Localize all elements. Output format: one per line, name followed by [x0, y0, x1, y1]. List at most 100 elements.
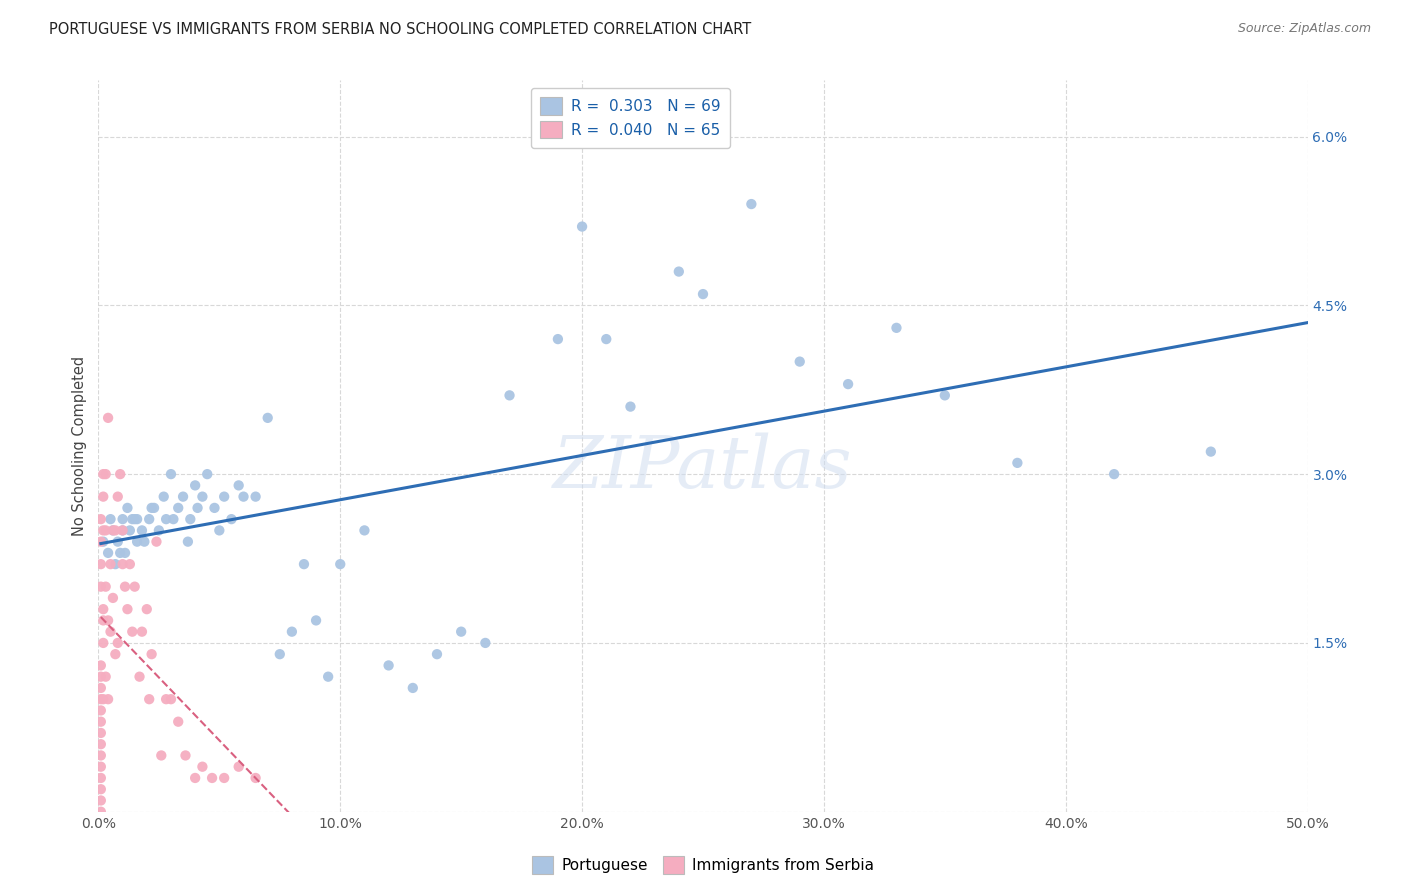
Point: [118, 524, 141, 538]
Point: [90, 681, 112, 695]
Point: [100, 512, 122, 526]
Point: [111, 557, 134, 571]
Point: [101, 524, 124, 538]
Point: [167, 714, 190, 729]
Point: [353, 524, 375, 538]
Point: [281, 624, 304, 639]
Text: ZIPatlas: ZIPatlas: [553, 433, 853, 503]
Point: [117, 500, 139, 515]
Point: [90, 580, 112, 594]
Point: [90, 748, 112, 763]
Point: [91, 490, 114, 504]
Point: [107, 636, 129, 650]
Point: [90, 658, 112, 673]
Point: [91, 467, 114, 482]
Point: [117, 602, 139, 616]
Point: [97, 546, 120, 560]
Point: [100, 557, 122, 571]
Point: [97, 692, 120, 706]
Point: [131, 624, 153, 639]
Point: [90, 703, 112, 717]
Point: [148, 524, 170, 538]
Point: [377, 658, 399, 673]
Point: [221, 512, 243, 526]
Point: [498, 388, 520, 402]
Point: [127, 534, 149, 549]
Point: [121, 512, 143, 526]
Point: [90, 714, 112, 729]
Point: [91, 524, 114, 538]
Point: [90, 692, 112, 706]
Point: [191, 490, 214, 504]
Point: [100, 624, 122, 639]
Point: [138, 512, 160, 526]
Point: [90, 737, 112, 751]
Point: [155, 512, 177, 526]
Point: [107, 534, 129, 549]
Point: [162, 512, 184, 526]
Point: [134, 534, 156, 549]
Point: [94, 467, 117, 482]
Legend: R =  0.303   N = 69, R =  0.040   N = 65: R = 0.303 N = 69, R = 0.040 N = 65: [531, 88, 730, 148]
Point: [127, 512, 149, 526]
Point: [245, 490, 267, 504]
Point: [160, 692, 183, 706]
Point: [228, 760, 250, 774]
Point: [111, 524, 134, 538]
Point: [97, 410, 120, 425]
Point: [1199, 444, 1222, 458]
Point: [111, 524, 134, 538]
Point: [740, 197, 762, 211]
Point: [131, 524, 153, 538]
Point: [474, 636, 496, 650]
Point: [232, 490, 254, 504]
Point: [94, 670, 117, 684]
Point: [184, 478, 207, 492]
Point: [195, 467, 218, 482]
Point: [90, 534, 112, 549]
Point: [141, 500, 163, 515]
Point: [138, 692, 160, 706]
Point: [91, 534, 114, 549]
Point: [191, 760, 214, 774]
Point: [90, 557, 112, 571]
Point: [91, 614, 114, 628]
Point: [104, 647, 127, 661]
Point: [104, 557, 127, 571]
Legend: Portuguese, Immigrants from Serbia: Portuguese, Immigrants from Serbia: [526, 850, 880, 880]
Point: [174, 748, 197, 763]
Point: [90, 670, 112, 684]
Point: [934, 388, 956, 402]
Point: [245, 771, 267, 785]
Point: [107, 490, 129, 504]
Point: [692, 287, 714, 301]
Point: [118, 557, 141, 571]
Point: [97, 614, 120, 628]
Text: PORTUGUESE VS IMMIGRANTS FROM SERBIA NO SCHOOLING COMPLETED CORRELATION CHART: PORTUGUESE VS IMMIGRANTS FROM SERBIA NO …: [49, 22, 751, 37]
Point: [155, 692, 177, 706]
Point: [789, 354, 811, 368]
Point: [595, 332, 617, 346]
Point: [172, 490, 194, 504]
Point: [90, 805, 112, 819]
Point: [177, 534, 200, 549]
Point: [135, 602, 157, 616]
Point: [402, 681, 425, 695]
Point: [269, 647, 291, 661]
Point: [179, 512, 201, 526]
Point: [152, 490, 174, 504]
Point: [91, 692, 114, 706]
Point: [886, 321, 908, 335]
Point: [228, 478, 250, 492]
Point: [108, 546, 131, 560]
Point: [316, 670, 339, 684]
Text: Source: ZipAtlas.com: Source: ZipAtlas.com: [1237, 22, 1371, 36]
Point: [90, 512, 112, 526]
Point: [450, 624, 472, 639]
Point: [187, 500, 209, 515]
Point: [256, 410, 278, 425]
Point: [128, 670, 150, 684]
Point: [90, 771, 112, 785]
Point: [90, 793, 112, 807]
Point: [141, 647, 163, 661]
